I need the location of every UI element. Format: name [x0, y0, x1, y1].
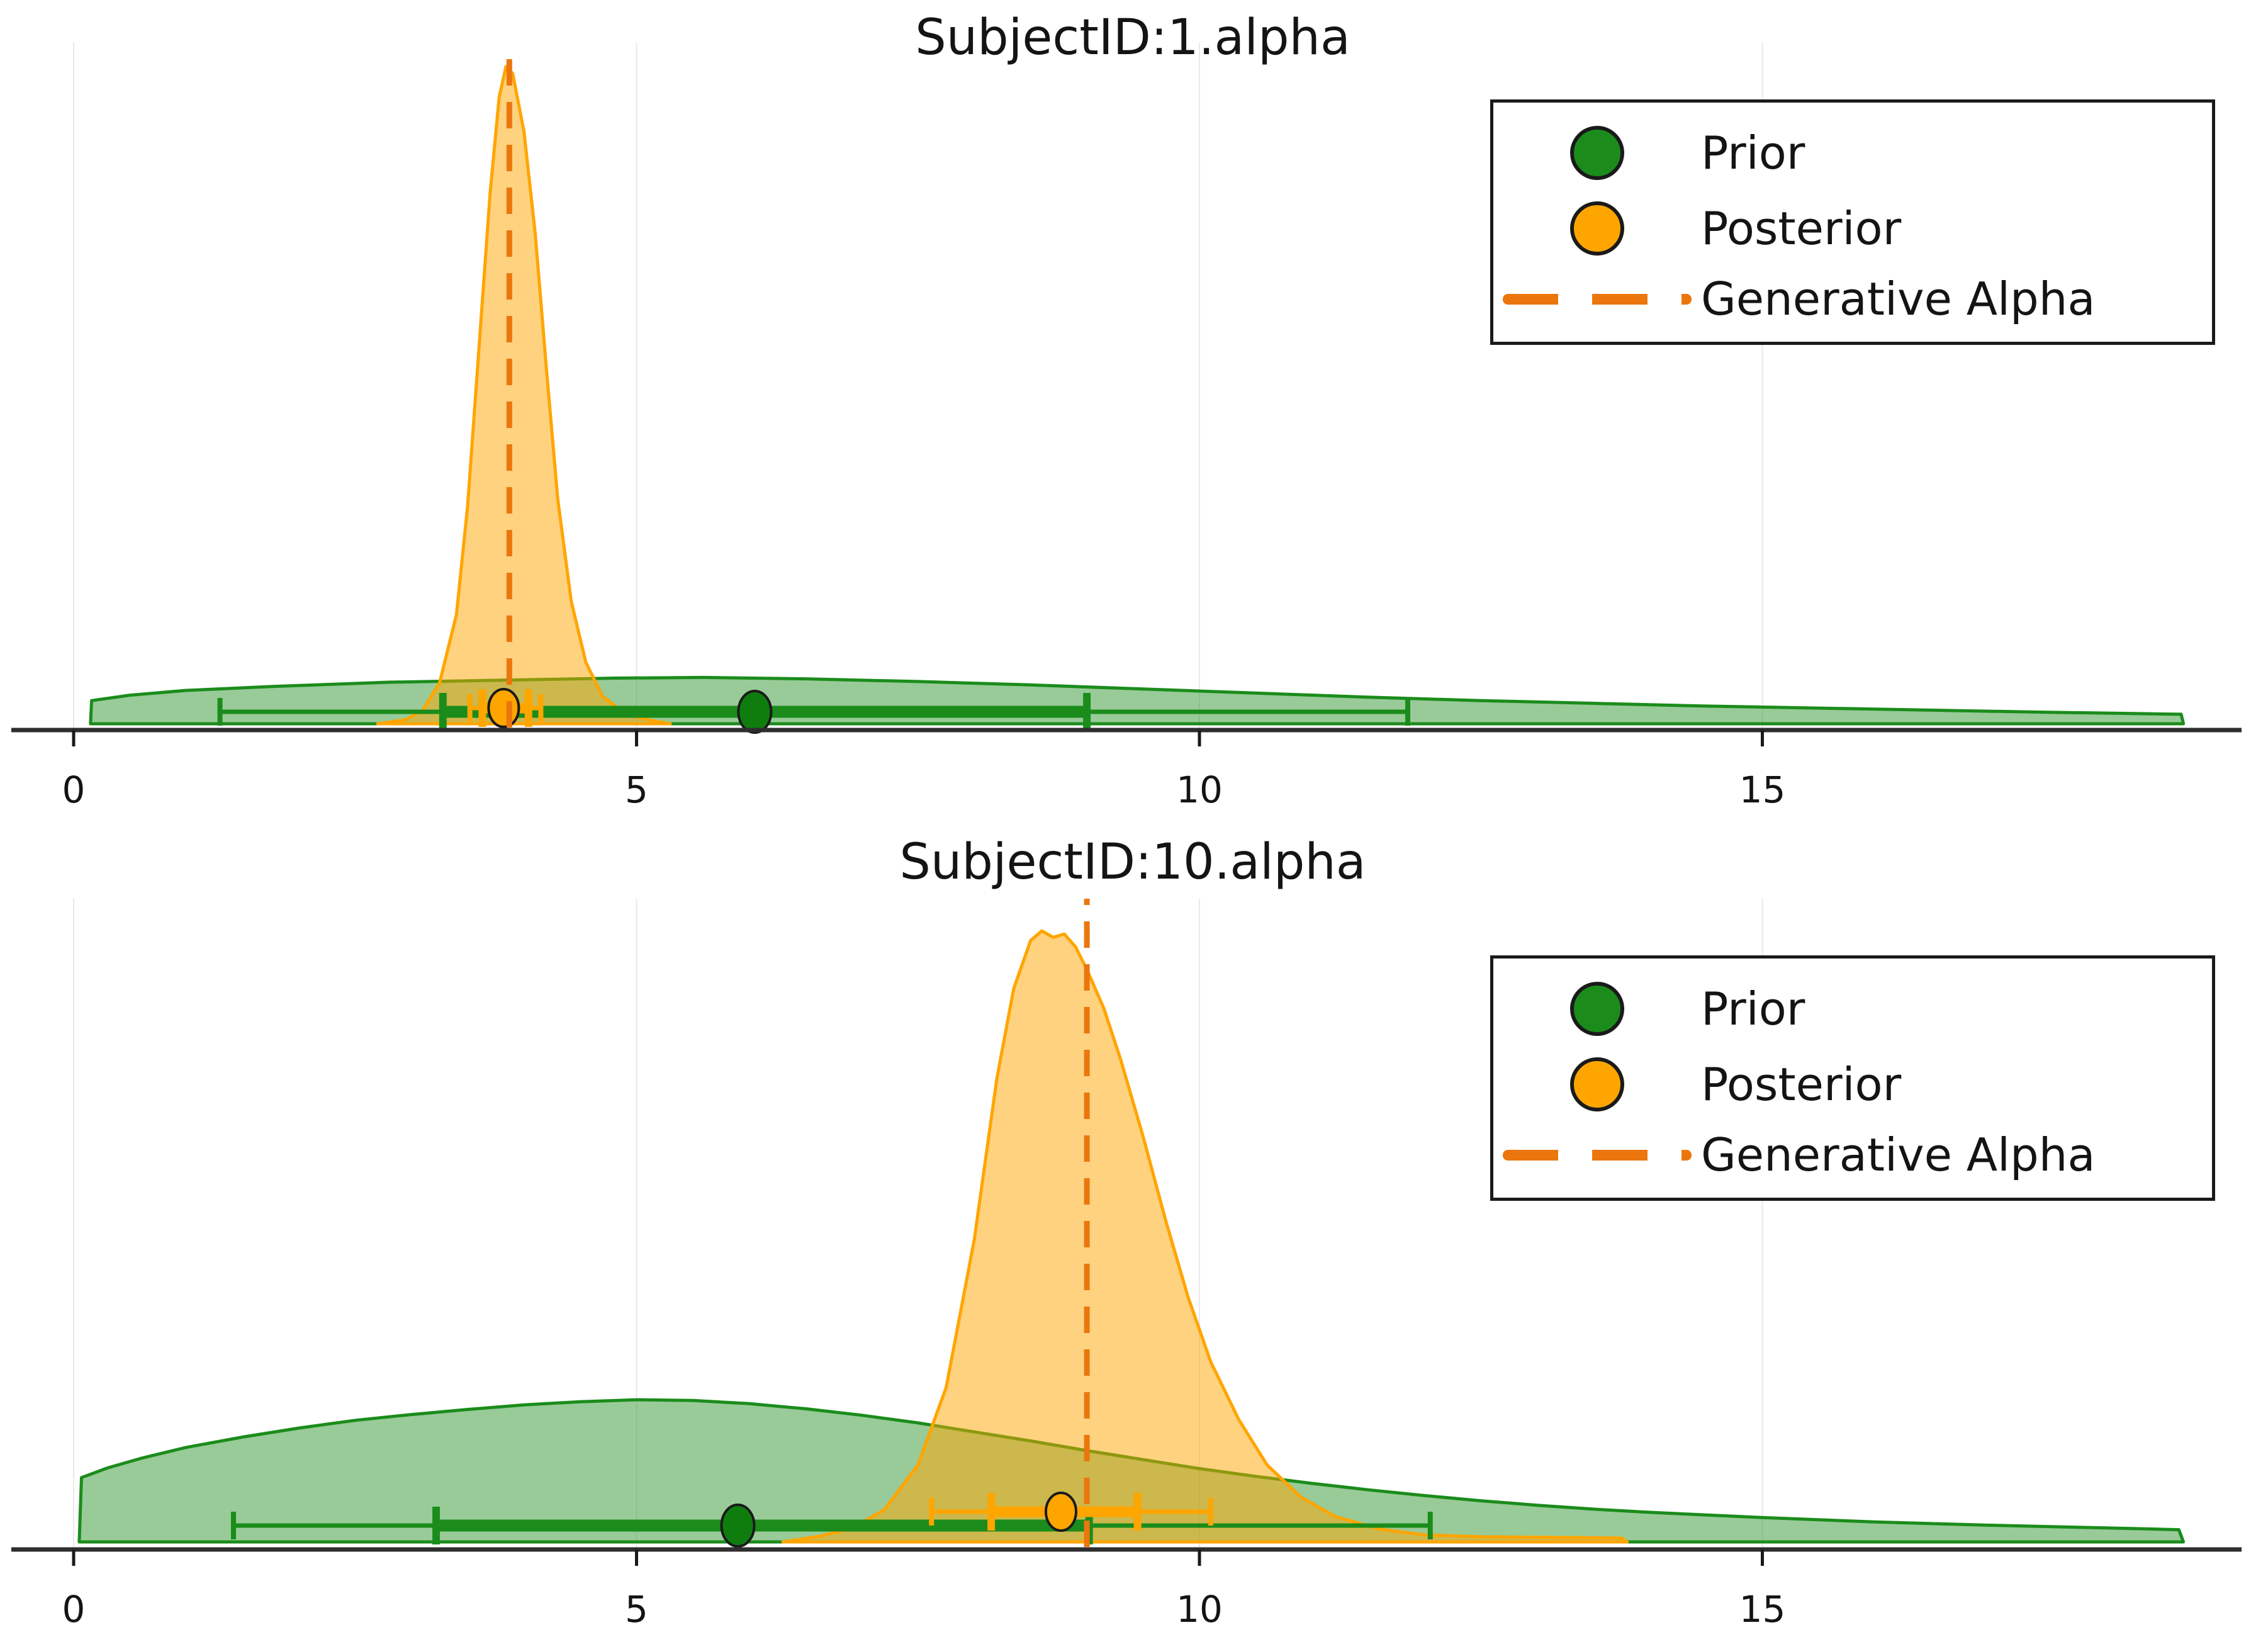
x-tick-label: 0 — [62, 768, 86, 811]
legend-row-generative-alpha: Generative Alpha — [1493, 1117, 2212, 1193]
prior-marker-icon — [1570, 126, 1624, 180]
posterior-marker-icon — [1570, 1057, 1624, 1111]
legend-row-prior: Prior — [1493, 971, 2212, 1047]
x-tick-label: 0 — [62, 1588, 86, 1625]
posterior-density-area — [376, 65, 672, 726]
legend-label-posterior: Posterior — [1701, 202, 1902, 255]
legend-row-posterior: Posterior — [1493, 1047, 2212, 1122]
posterior-density-area — [781, 929, 1629, 1544]
x-tick-label: 10 — [1176, 1588, 1223, 1625]
prior-marker-icon — [1570, 982, 1624, 1036]
chart-title-subject-10: SubjectID:10.alpha — [899, 834, 1366, 891]
chart-title-subject-1: SubjectID:1.alpha — [915, 9, 1350, 66]
posterior-point-marker — [487, 688, 520, 728]
x-tick-label: 15 — [1739, 768, 1786, 811]
legend-row-prior: Prior — [1493, 115, 2212, 191]
dashed-line-icon — [1503, 293, 1692, 305]
dashed-line-icon — [1503, 1149, 1692, 1161]
legend-box-top: Prior Posterior Generative Alpha — [1490, 99, 2215, 345]
legend-label-prior: Prior — [1701, 982, 1805, 1035]
legend-row-posterior: Posterior — [1493, 191, 2212, 266]
posterior-point-marker — [1044, 1492, 1077, 1532]
prior-density-area — [89, 675, 2186, 726]
x-tick-label: 5 — [625, 1588, 648, 1625]
x-tick-label: 15 — [1739, 1588, 1786, 1625]
legend-label-generative-alpha: Generative Alpha — [1701, 1128, 2096, 1181]
prior-point-marker — [720, 1504, 756, 1548]
posterior-marker-icon — [1570, 201, 1624, 256]
x-tick-label: 5 — [625, 768, 648, 811]
legend-row-generative-alpha: Generative Alpha — [1493, 261, 2212, 337]
legend-label-posterior: Posterior — [1701, 1058, 1902, 1111]
prior-point-marker — [737, 690, 773, 734]
legend-box-bottom: Prior Posterior Generative Alpha — [1490, 955, 2215, 1201]
legend-label-generative-alpha: Generative Alpha — [1701, 273, 2096, 325]
legend-label-prior: Prior — [1701, 127, 1805, 179]
x-tick-label: 10 — [1176, 768, 1223, 811]
